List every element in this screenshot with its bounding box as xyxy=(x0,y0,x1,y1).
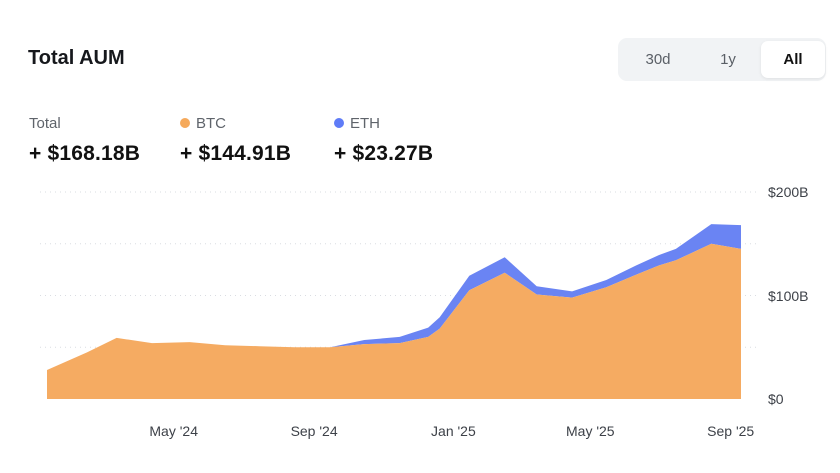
series-eth-area xyxy=(47,224,741,370)
time-range-toggle: 30d 1y All xyxy=(618,38,826,81)
range-30d-button[interactable]: 30d xyxy=(645,51,671,68)
y-tick-label: $0 xyxy=(768,391,784,407)
btc-label: BTC xyxy=(196,114,226,132)
x-tick-label: Sep '24 xyxy=(291,423,338,439)
x-tick-label: May '25 xyxy=(566,423,615,439)
btc-value: + $144.91B xyxy=(180,142,292,165)
x-tick-label: Jan '25 xyxy=(431,423,476,439)
eth-label: ETH xyxy=(350,114,380,132)
page-title: Total AUM xyxy=(28,47,125,69)
eth-stat: ETH + $23.27B xyxy=(334,113,433,166)
series-btc-area xyxy=(47,243,741,399)
range-1y-button[interactable]: 1y xyxy=(720,51,736,68)
eth-legend-dot xyxy=(334,118,344,128)
y-tick-label: $100B xyxy=(768,288,808,304)
y-tick-label: $200B xyxy=(768,184,808,200)
total-stat: Total + $168.18B xyxy=(29,113,140,166)
eth-value: + $23.27B xyxy=(334,142,434,165)
btc-stat: BTC + $144.91B xyxy=(180,113,291,166)
total-label: Total xyxy=(29,114,61,132)
total-value: + $168.18B xyxy=(29,142,141,165)
btc-legend-dot xyxy=(180,118,190,128)
x-tick-label: May '24 xyxy=(149,423,198,439)
range-all-button[interactable]: All xyxy=(761,41,825,78)
x-tick-label: Sep '25 xyxy=(707,423,754,439)
